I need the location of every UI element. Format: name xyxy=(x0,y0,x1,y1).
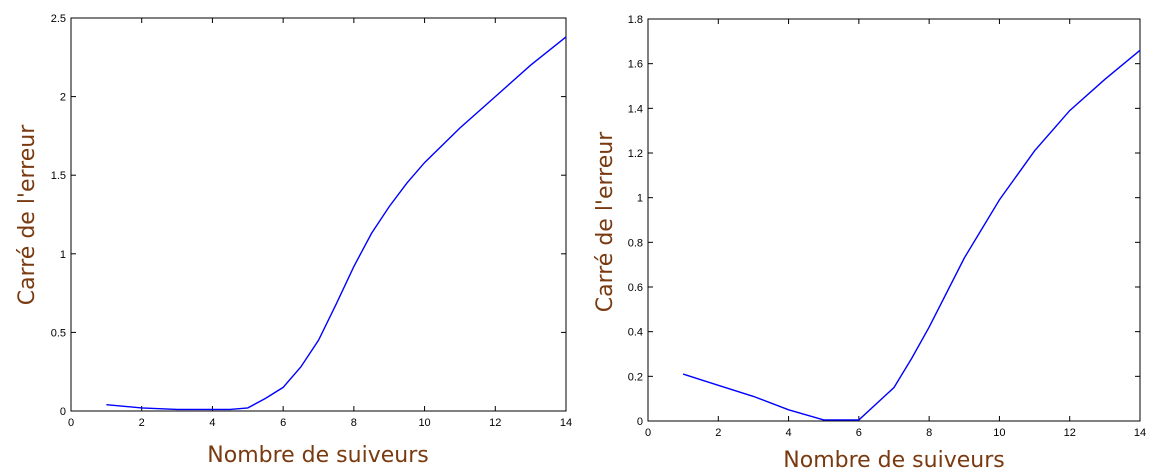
right-x-tick-label: 4 xyxy=(786,427,792,439)
right-plot-frame xyxy=(647,18,1141,422)
right-x-tick-label: 0 xyxy=(645,427,651,439)
left-y-tick-label: 2 xyxy=(60,92,66,104)
right-x-tick-label: 12 xyxy=(1064,427,1076,439)
left-x-axis-title: Nombre de suiveurs xyxy=(207,443,428,468)
left-x-tick-label: 14 xyxy=(560,417,572,429)
right-x-tick-label: 14 xyxy=(1134,427,1146,439)
left-x-tick-label: 4 xyxy=(209,417,215,429)
chart-right-svg: 0 2 4 6 8 10 12 14 0 0.2 0.4 0.6 0.8 1 1.2 1.4 1.6 1.8 Car… xyxy=(593,14,1146,473)
left-y-tick-label: 1.5 xyxy=(51,170,66,182)
left-plot-frame xyxy=(70,17,567,412)
left-y-tick-label: 0 xyxy=(60,406,66,418)
right-y-axis-title: Carré de l'erreur xyxy=(593,131,618,312)
chart-left: 0 2 4 6 8 10 12 14 0 0.5 1 1.5 2 2.5 Carré de l'erreur… xyxy=(0,0,576,474)
left-x-tick-label: 12 xyxy=(489,417,501,429)
right-y-tick-label: 1.6 xyxy=(628,59,643,71)
left-y-tick-label: 0.5 xyxy=(51,327,66,339)
right-series-line xyxy=(682,49,1141,421)
left-x-tick-label: 6 xyxy=(280,417,286,429)
right-y-tick-label: 1 xyxy=(637,193,643,205)
chart-left-svg: 0 2 4 6 8 10 12 14 0 0.5 1 1.5 2 2.5 Carré de l'erreur… xyxy=(15,13,572,468)
right-y-tick-label: 1.4 xyxy=(628,103,643,115)
right-y-tick-label: 0.6 xyxy=(628,282,643,294)
right-y-tick-label: 1.2 xyxy=(628,148,643,160)
right-x-tick-label: 10 xyxy=(993,427,1005,439)
right-x-tick-label: 6 xyxy=(856,427,862,439)
left-x-tick-label: 8 xyxy=(351,417,357,429)
right-x-tick-label: 2 xyxy=(715,427,721,439)
right-x-tick-label: 8 xyxy=(926,427,932,439)
left-series-line xyxy=(106,36,567,411)
left-x-tick-label: 10 xyxy=(418,417,430,429)
left-y-axis-title: Carré de l'erreur xyxy=(15,124,40,305)
right-y-tick-label: 0.2 xyxy=(628,371,643,383)
left-y-tick-label: 1 xyxy=(60,249,66,261)
right-x-axis-title: Nombre de suiveurs xyxy=(783,448,1004,473)
right-y-tick-label: 0.8 xyxy=(628,237,643,249)
chart-right: 0 2 4 6 8 10 12 14 0 0.2 0.4 0.6 0.8 1 1.2 1.4 1.6 1.8 Car… xyxy=(576,0,1153,474)
right-y-tick-label: 0 xyxy=(637,416,643,428)
left-y-tick-label: 2.5 xyxy=(51,13,66,25)
right-y-tick-label: 1.8 xyxy=(628,14,643,26)
left-x-tick-label: 0 xyxy=(68,417,74,429)
right-y-tick-label: 0.4 xyxy=(628,327,643,339)
left-x-tick-label: 2 xyxy=(139,417,145,429)
